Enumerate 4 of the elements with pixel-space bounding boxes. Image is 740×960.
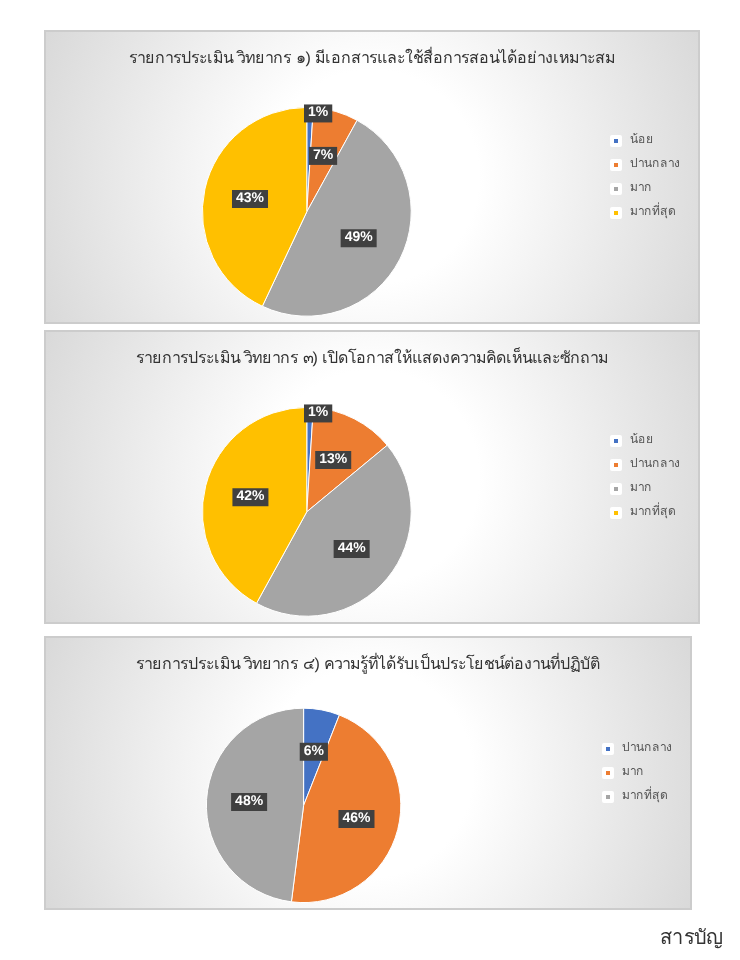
text: สารบัญ — [660, 926, 724, 952]
chart-title: รายการประเมิน วิทยากร ๔) ความรู้ที่ได้รับเป็นประโยชน์ต่องานที่ปฏิบัติ — [135, 651, 601, 675]
chart-title: รายการประเมิน วิทยากร ๓) เปิดโอกาสให้แสดงความคิดเห็นและซักถาม — [135, 347, 609, 367]
chart-title: รายการประเมิน วิทยากร ๑) มีเอกสารและใช้สื่อการสอนได้อย่างเหมาะสม — [128, 45, 616, 67]
